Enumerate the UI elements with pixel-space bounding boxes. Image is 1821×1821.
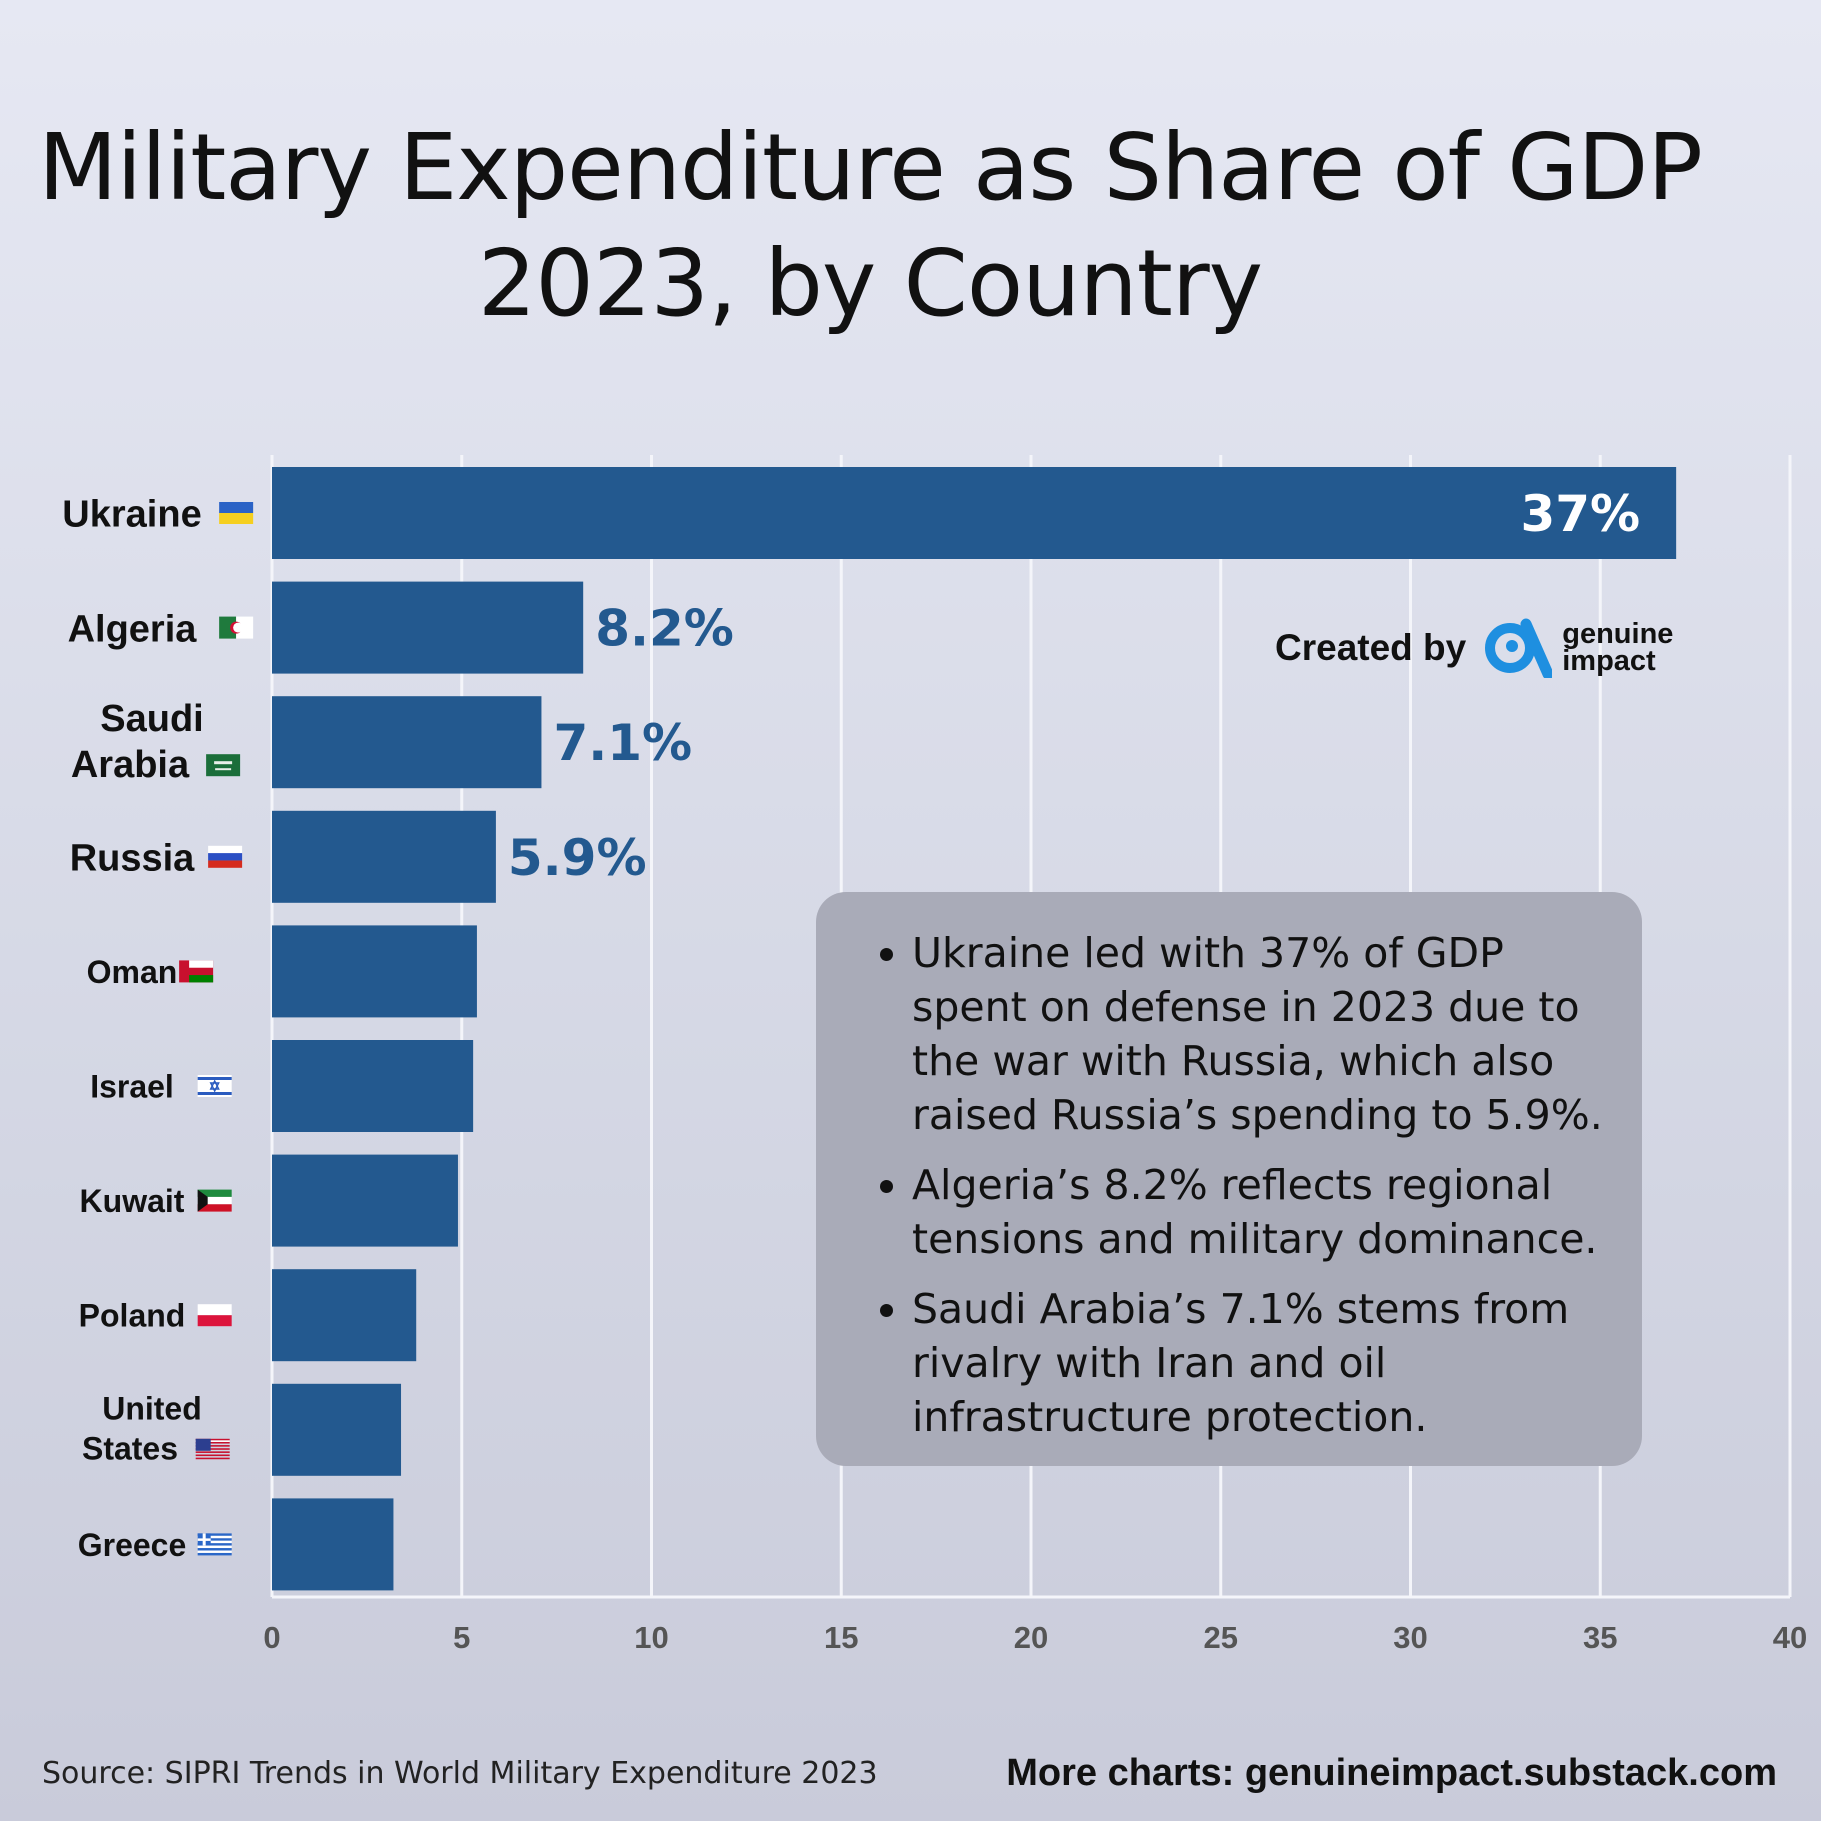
x-tick-label-40: 40 (1773, 1620, 1807, 1655)
category-label-united-states: United States (82, 1390, 202, 1466)
insight-item-algeria: Algeria’s 8.2% reflects regional tension… (912, 1158, 1612, 1266)
x-tick-label-35: 35 (1583, 1620, 1617, 1655)
insight-item-ukraine: Ukraine led with 37% of GDP spent on def… (912, 926, 1612, 1142)
category-label-greece: Greece (78, 1527, 187, 1563)
insights-box: Ukraine led with 37% of GDP spent on def… (816, 892, 1642, 1466)
category-label-saudi-arabia: Saudi Arabia (71, 698, 204, 786)
created-by-branding: Created by genuine impact (1275, 618, 1673, 678)
flag-icon-united-states (195, 1438, 230, 1460)
chart-title-line-2: 2023, by Country (477, 230, 1263, 337)
category-label-ukraine: Ukraine (62, 494, 201, 536)
bar-united-states (272, 1383, 402, 1476)
flag-icon-poland (197, 1304, 232, 1327)
bar-oman (272, 925, 477, 1018)
x-tick-label-30: 30 (1393, 1620, 1427, 1655)
bar-israel (272, 1040, 474, 1132)
logo-word-1: genuine (1562, 618, 1674, 650)
data-label-ukraine: 37% (1520, 485, 1640, 543)
category-label-poland: Poland (79, 1298, 186, 1334)
category-label-israel: Israel (90, 1069, 174, 1105)
bar-poland (272, 1269, 417, 1362)
created-by-label: Created by (1275, 627, 1467, 668)
category-label-algeria: Algeria (68, 608, 198, 650)
logo-word-2: impact (1562, 645, 1656, 677)
flag-icon-russia (208, 845, 243, 868)
x-tick-label-15: 15 (824, 1620, 858, 1655)
bar-kuwait (272, 1154, 458, 1247)
bar-saudi-arabia (272, 696, 542, 789)
bar-ukraine (272, 467, 1677, 559)
x-tick-label-10: 10 (634, 1620, 668, 1655)
chart-title-line-1: Military Expenditure as Share of GDP (38, 114, 1703, 221)
category-label-oman: Oman (87, 954, 178, 990)
flag-icon-oman (179, 960, 214, 983)
data-label-algeria: 8.2% (595, 600, 734, 658)
flag-icon-kuwait (197, 1189, 232, 1212)
source-note: Source: SIPRI Trends in World Military E… (42, 1756, 878, 1791)
data-label-russia: 5.9% (508, 829, 647, 887)
x-tick-label-25: 25 (1204, 1620, 1238, 1655)
insights-list: Ukraine led with 37% of GDP spent on def… (856, 926, 1612, 1444)
chart-title: Military Expenditure as Share of GDP 202… (0, 110, 1740, 342)
bar-algeria (272, 581, 584, 674)
insight-item-saudi-arabia: Saudi Arabia’s 7.1% stems from rivalry w… (912, 1282, 1612, 1444)
category-label-russia: Russia (70, 837, 195, 879)
logo-wordmark: genuine impact (1562, 618, 1674, 677)
flag-icon-greece (197, 1533, 232, 1556)
bar-russia (272, 810, 496, 903)
bar-greece (272, 1498, 394, 1591)
x-tick-label-5: 5 (453, 1620, 470, 1655)
x-tick-label-0: 0 (263, 1620, 280, 1655)
flag-icon-israel (197, 1075, 232, 1097)
data-label-saudi-arabia: 7.1% (553, 714, 692, 772)
flag-icon-saudi-arabia (206, 754, 241, 777)
genuine-impact-logo-icon (1485, 618, 1553, 678)
flag-icon-algeria (219, 616, 254, 639)
category-label-kuwait: Kuwait (80, 1183, 185, 1219)
flag-icon-ukraine (219, 502, 254, 524)
more-charts-link[interactable]: More charts: genuineimpact.substack.com (1006, 1752, 1777, 1794)
x-tick-label-20: 20 (1014, 1620, 1048, 1655)
